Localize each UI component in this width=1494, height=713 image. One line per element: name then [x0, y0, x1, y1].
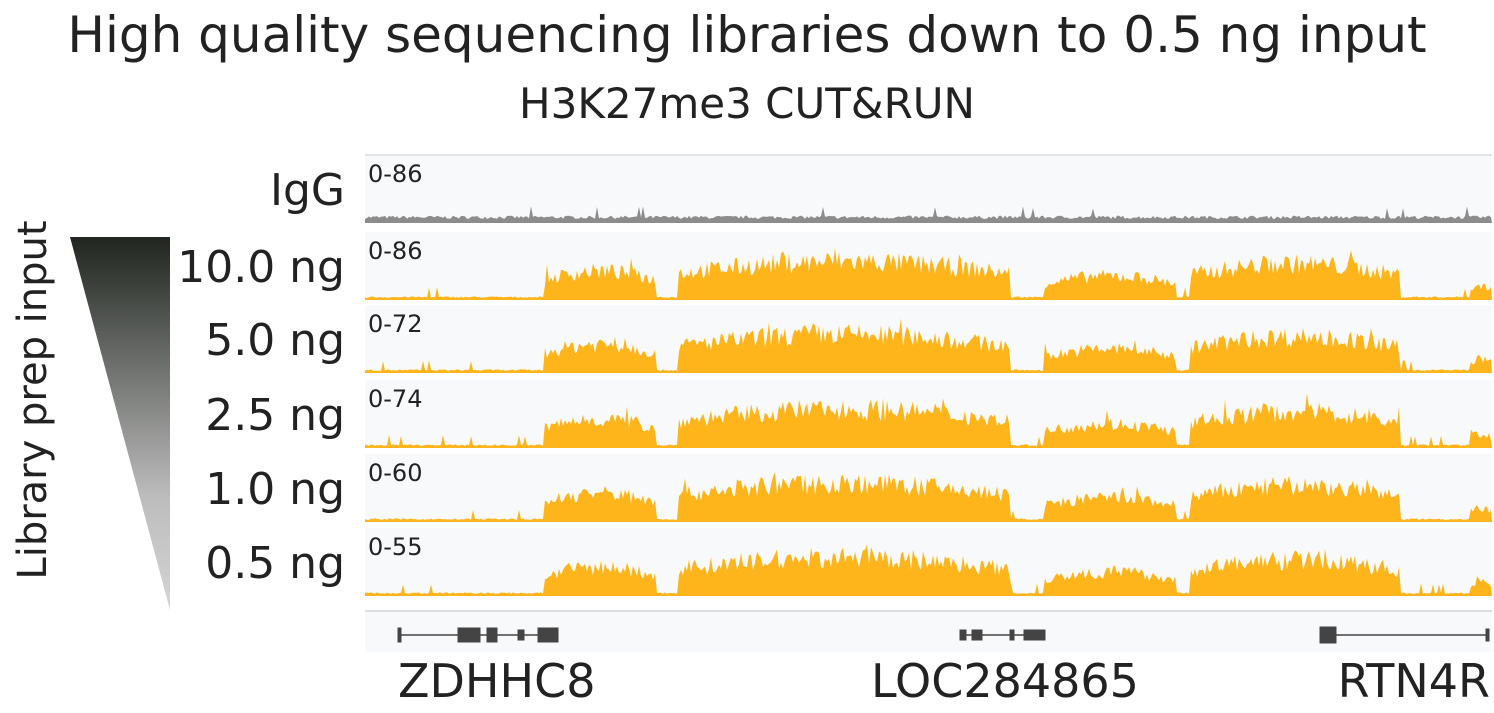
track-label: IgG	[270, 165, 345, 216]
gene-label: RTN4R	[1338, 654, 1490, 708]
track-label: 1.0 ng	[205, 464, 345, 515]
track-range: 0-86	[368, 160, 422, 188]
gene-label: LOC284865	[871, 654, 1139, 708]
track-range: 0-72	[368, 310, 422, 338]
track-range: 0-86	[368, 237, 422, 265]
track-range: 0-74	[368, 385, 422, 413]
gene-track	[365, 610, 1492, 652]
gene-label: ZDHHC8	[398, 654, 596, 708]
track-label: 5.0 ng	[205, 315, 345, 366]
gene-labels: ZDHHC8 LOC284865 RTN4R	[398, 654, 1490, 708]
title: High quality sequencing libraries down t…	[67, 6, 1426, 64]
coverage	[365, 206, 1492, 223]
track-range: 0-60	[368, 459, 422, 487]
track-label: 10.0 ng	[177, 242, 345, 293]
track-label: 0.5 ng	[205, 538, 345, 589]
gene-models	[397, 626, 1490, 644]
input-gradient	[70, 237, 170, 610]
tracks: 0-86 IgG 0-86 10.0 ng 0-72 5.0 ng 0-74 2.5 ng 0-…	[177, 154, 1492, 596]
track-bg	[365, 155, 1492, 223]
coverage	[365, 393, 1492, 448]
side-label: Library prep input	[10, 220, 56, 579]
coverage	[365, 472, 1492, 522]
track-range: 0-55	[368, 533, 422, 561]
coverage	[365, 318, 1492, 373]
subtitle: H3K27me3 CUT&RUN	[519, 79, 975, 128]
coverage	[365, 544, 1492, 596]
track-label: 2.5 ng	[205, 390, 345, 441]
coverage	[365, 247, 1492, 300]
